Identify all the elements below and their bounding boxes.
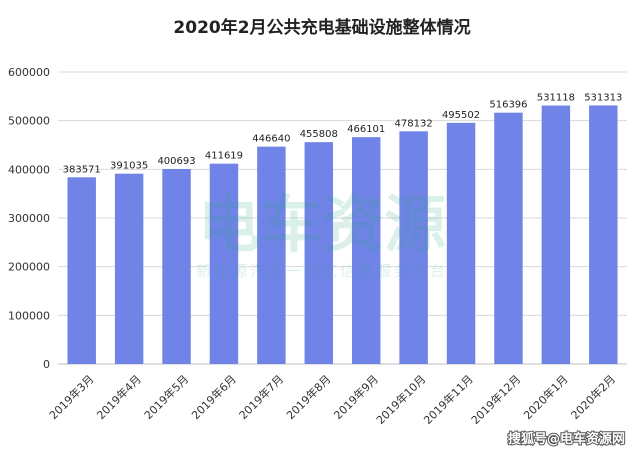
y-axis-ticks: 0 100000 200000 300000 400000 500000 600000 [8,66,50,371]
y-tick-label: 600000 [8,66,50,79]
y-tick-label: 500000 [8,115,50,128]
bar [209,163,239,364]
data-label: 391035 [110,161,148,172]
bar [399,131,428,364]
data-labels: 383571 391035 400693 411619 446640 455808 4661… [63,92,623,175]
data-label: 516396 [489,100,527,111]
bar [589,105,618,364]
bar [67,177,96,364]
bar [351,137,381,364]
watermark-tagline: 新能源汽车一站式信息服务平台 [196,262,448,280]
y-tick-label: 300000 [8,212,50,225]
bar [446,122,476,365]
y-tick-label: 100000 [8,309,50,322]
bar [114,173,144,364]
data-label: 531313 [584,92,622,103]
bar [494,112,523,364]
data-label: 411619 [205,151,243,162]
data-label: 495502 [442,110,480,121]
bar [162,168,191,364]
data-label: 455808 [300,129,338,140]
data-label: 446640 [252,134,290,145]
chart-title: 2020年2月公共充电基础设施整体情况 [173,17,470,38]
data-label: 383571 [63,164,101,175]
gridlines [58,71,627,365]
data-label: 466101 [347,124,385,135]
source-credit: 搜狐号@电车资源网 [508,431,625,447]
y-tick-label: 0 [43,358,50,371]
bars [67,105,618,365]
bar [304,142,334,364]
bar [541,105,571,364]
data-label: 400693 [157,156,195,167]
data-label: 478132 [395,118,433,129]
watermark-logo: 电车资源 [198,188,446,261]
data-label: 531118 [537,93,575,104]
y-tick-label: 200000 [8,261,50,274]
bar [257,146,286,364]
y-tick-label: 400000 [8,163,50,176]
watermark: 电车资源 新能源汽车一站式信息服务平台 [196,188,448,280]
